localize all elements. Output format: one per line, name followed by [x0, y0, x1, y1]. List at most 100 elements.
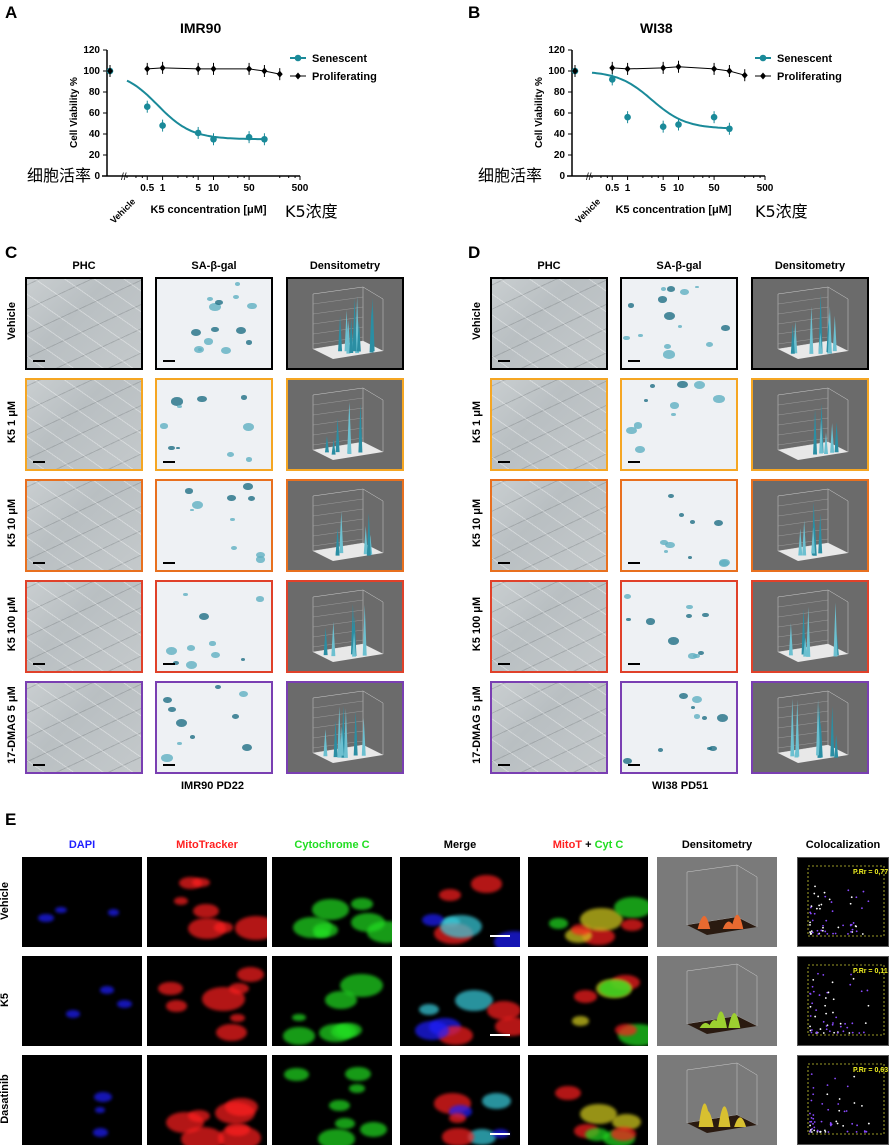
row-label: Vehicle	[6, 302, 18, 340]
coloc-pixel	[867, 900, 870, 903]
coloc-pixel	[809, 906, 812, 909]
fluorescent-cell	[225, 1122, 250, 1137]
vehicle-label: Vehicle	[108, 196, 137, 225]
coloc-pixel	[813, 1121, 816, 1123]
fluorescent-cell	[442, 1128, 474, 1145]
header-merge: Merge	[443, 839, 477, 851]
density-peak	[718, 1106, 731, 1127]
stained-cell	[693, 714, 701, 719]
stained-cell	[160, 423, 168, 429]
coloc-pixel	[842, 924, 844, 927]
coloc-pixel	[809, 1015, 812, 1017]
scale-bar	[498, 764, 510, 766]
proliferating-point	[159, 64, 166, 72]
densitometry-plot	[751, 580, 869, 673]
stained-cell	[245, 457, 253, 462]
coloc-pixel	[811, 1029, 813, 1031]
grid-line	[312, 508, 364, 517]
coloc-pixel	[826, 1084, 829, 1087]
stained-cell	[644, 398, 649, 402]
coloc-pixel	[820, 929, 823, 932]
coloc-pixel	[810, 1131, 813, 1133]
coloc-pixel	[812, 1087, 815, 1089]
fluorescent-cell	[599, 980, 631, 998]
densitometry-plot	[751, 277, 869, 370]
column-header: Densitometry	[774, 260, 846, 272]
stained-cell	[197, 348, 203, 352]
fluorescent-cell	[282, 1026, 316, 1045]
scale-bar	[498, 663, 510, 665]
grid-line	[312, 296, 364, 305]
cube-face	[362, 387, 384, 453]
coloc-pixel	[834, 932, 837, 935]
density-peak	[335, 528, 340, 556]
axis-break: //	[121, 172, 127, 183]
coloc-pixel	[855, 930, 858, 933]
coloc-pixel	[825, 919, 828, 922]
stained-cell	[189, 508, 194, 512]
phase-contrast-image	[25, 479, 143, 572]
header-plus: +	[582, 839, 595, 851]
density-peak	[833, 602, 838, 657]
density-peak	[827, 306, 832, 354]
coloc-pixel	[816, 1032, 819, 1034]
fluorescent-cell	[548, 917, 568, 929]
density-peak	[823, 432, 828, 455]
coloc-pixel	[838, 1098, 841, 1100]
densitometry-plot	[286, 277, 404, 370]
scale-bar	[490, 1133, 510, 1135]
pearson-coefficient: P.Rr = 0,77	[853, 869, 888, 876]
density-peak	[830, 423, 835, 453]
densitometry-plot	[751, 479, 869, 572]
stained-cell	[686, 613, 693, 618]
densitometry-plot	[657, 857, 777, 947]
density-peak	[830, 706, 835, 757]
fluorescent-cell	[482, 1093, 511, 1109]
microscopy-grid-wi38: PHC SA-β-gal Densitometry Vehicle K5 1 μM K5 …	[465, 255, 893, 795]
coloc-pixel	[850, 896, 853, 899]
stained-cell	[705, 341, 714, 347]
cube-base	[778, 442, 848, 460]
panel-letter-d: D	[468, 243, 481, 262]
y-tick-label: 120	[83, 45, 100, 56]
colocalization-plot: P.Rr = 0,11	[797, 956, 889, 1046]
sa-beta-gal-image	[155, 479, 273, 572]
senescent-point	[659, 123, 667, 130]
scale-bar	[163, 360, 175, 362]
coloc-pixel	[816, 1129, 819, 1132]
plot-frame	[807, 865, 885, 937]
stained-cell	[227, 452, 234, 458]
stained-cell	[701, 715, 708, 720]
coloc-pixel	[855, 1130, 858, 1133]
stained-cell	[657, 295, 668, 303]
mitot-cytc-image	[528, 956, 648, 1046]
coloc-pixel	[812, 1093, 815, 1096]
senescent-point	[608, 76, 616, 83]
cube-base	[313, 644, 383, 662]
stained-cell	[209, 641, 216, 646]
stained-cell	[191, 500, 204, 509]
density-peak	[809, 306, 814, 354]
fluorescent-cell	[116, 999, 132, 1008]
stained-cell	[695, 285, 700, 289]
density-peak	[698, 915, 711, 929]
pearson-coefficient: P.Rr = 0,63	[853, 1067, 888, 1074]
stained-cell	[721, 325, 730, 332]
fluorescent-cell	[584, 1128, 609, 1142]
stained-cell	[716, 714, 729, 723]
scale-bar	[33, 562, 45, 564]
viability-chart-imr90: 120 100 80 60 40 20 0 Cell Viability % // 0.5 1 5 10…	[69, 45, 377, 225]
density-peak	[335, 417, 340, 453]
densitometry-plot	[751, 681, 869, 774]
scale-bar	[498, 360, 510, 362]
cube-base	[778, 745, 848, 763]
density-peak	[333, 720, 338, 758]
row-label: 17-DMAG 5 μM	[6, 686, 18, 764]
fluorescent-cell	[93, 1092, 112, 1102]
stained-cell	[657, 748, 664, 752]
density-peak	[811, 527, 816, 554]
density-peak	[798, 528, 803, 556]
density-peak	[801, 608, 806, 655]
scale-bar	[628, 562, 640, 564]
coloc-pixel	[810, 1073, 813, 1076]
